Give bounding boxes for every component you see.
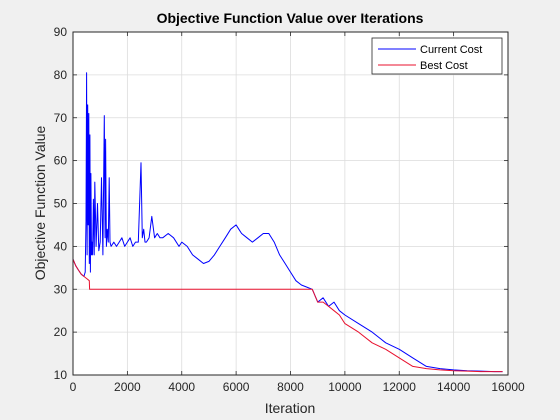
y-tick-label: 10 (54, 368, 68, 382)
series-layer (72, 72, 503, 373)
x-tick-label: 4000 (168, 380, 195, 394)
x-tick-label: 0 (70, 380, 77, 394)
x-tick-label: 2000 (114, 380, 141, 394)
y-axis-label: Objective Function Value (32, 125, 48, 280)
axis-ticks (72, 31, 509, 376)
chart-title: Objective Function Value over Iterations (157, 10, 424, 26)
legend-box (371, 37, 503, 75)
y-tick-labels: 10 20 30 40 50 60 70 80 90 (54, 25, 68, 382)
y-tick-label: 50 (54, 197, 68, 211)
y-tick-label: 40 (54, 239, 68, 253)
x-tick-label: 14000 (437, 380, 471, 394)
y-tick-label: 70 (54, 111, 68, 125)
x-tick-label: 6000 (223, 380, 250, 394)
x-tick-label: 16000 (491, 380, 525, 394)
x-tick-label: 12000 (383, 380, 417, 394)
legend-label-current-cost: Current Cost (420, 44, 482, 56)
x-tick-labels: 0 2000 4000 6000 8000 10000 12000 14000 16000 (70, 380, 525, 394)
legend-label-best-cost: Best Cost (420, 60, 468, 72)
x-tick-label: 8000 (277, 380, 304, 394)
series-line-best-cost (72, 259, 503, 373)
y-tick-label: 80 (54, 68, 68, 82)
y-tick-label: 20 (54, 325, 68, 339)
y-tick-label: 30 (54, 282, 68, 296)
y-tick-label: 90 (54, 25, 68, 39)
legend: Current Cost Best Cost (371, 37, 503, 75)
y-tick-label: 60 (54, 154, 68, 168)
x-axis-label: Iteration (265, 400, 316, 416)
x-tick-label: 10000 (328, 380, 362, 394)
